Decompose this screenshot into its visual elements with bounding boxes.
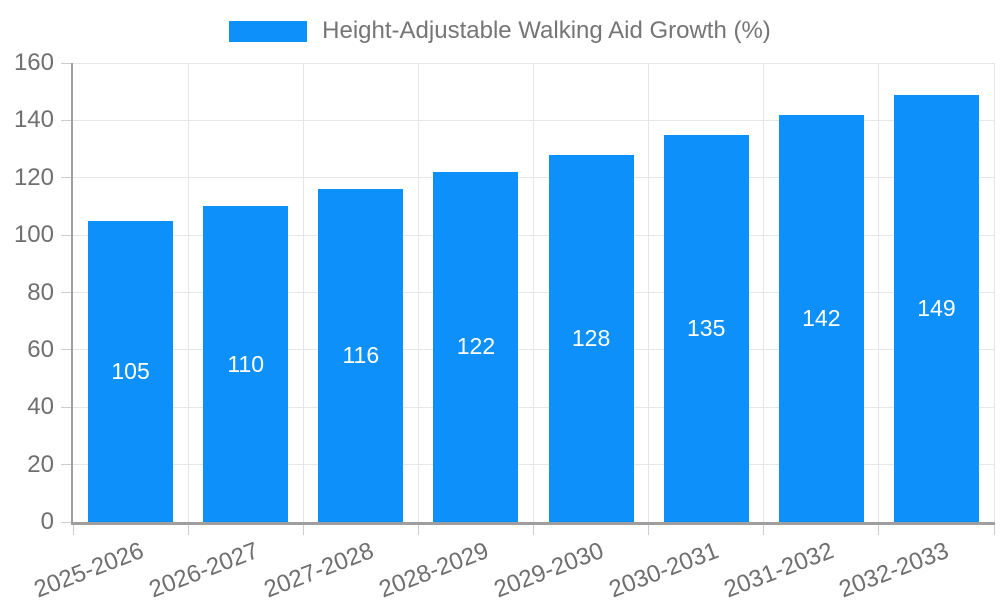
x-tick-label: 2032-2033 [835,537,953,600]
bar: 142 [778,114,864,522]
y-tick-label: 80 [27,278,54,306]
y-tick-mark [61,119,73,121]
x-tick-mark [302,522,304,535]
x-tick-mark [648,522,650,535]
bar: 128 [548,154,634,522]
y-tick-mark [61,406,73,408]
bar-value-label: 122 [456,333,496,360]
v-gridline [187,63,189,522]
x-tick-mark [993,522,995,535]
x-tick-mark [878,522,880,535]
legend-series-label: Height-Adjustable Walking Aid Growth (%) [322,17,771,44]
x-tick-label: 2029-2030 [490,537,608,600]
v-gridline [763,63,765,522]
y-tick-label: 140 [13,106,54,134]
x-tick-label: 2027-2028 [260,537,378,600]
y-tick-label: 160 [13,49,54,76]
x-tick-label: 2031-2032 [720,537,838,600]
bar: 122 [433,172,519,522]
chart-legend: Height-Adjustable Walking Aid Growth (%) [0,16,1000,46]
v-gridline [993,63,995,522]
bar-value-label: 116 [342,342,380,369]
bar: 105 [88,220,174,522]
x-tick-label: 2026-2027 [145,537,263,600]
x-tick-label: 2025-2026 [30,537,147,600]
y-tick-mark [61,349,73,351]
v-gridline [302,63,304,522]
v-gridline [417,63,419,522]
y-tick-mark [61,292,73,293]
v-gridline [878,63,880,522]
bar: 149 [893,94,979,522]
x-tick-label: 2028-2029 [375,537,493,600]
bar-value-label: 142 [802,304,841,331]
x-tick-mark [533,522,534,535]
y-tick-label: 20 [27,450,54,478]
v-gridline [533,63,534,522]
x-axis-line [71,522,995,525]
y-tick-label: 0 [40,508,54,535]
y-tick-label: 100 [13,221,54,249]
x-tick-mark [187,522,189,535]
y-tick-mark [61,464,73,466]
bar-value-label: 128 [571,324,611,351]
bar: 116 [318,189,404,522]
y-axis-line [71,63,73,524]
x-tick-label: 2030-2031 [605,537,723,600]
y-tick-mark [61,177,73,179]
y-tick-mark [61,234,73,236]
x-tick-mark [72,522,74,535]
y-tick-mark [61,521,73,523]
y-tick-label: 40 [27,393,54,421]
bar-value-label: 149 [917,294,956,321]
bar: 135 [663,134,749,522]
legend-color-swatch [229,20,308,42]
x-tick-mark [763,522,765,535]
y-tick-label: 60 [27,335,54,363]
bar-value-label: 105 [111,357,150,384]
bar-value-label: 110 [227,350,265,377]
y-tick-label: 120 [13,163,54,191]
bar-value-label: 135 [687,314,726,341]
v-gridline [648,63,650,522]
y-tick-mark [61,62,73,64]
bar: 110 [203,206,289,522]
x-tick-mark [417,522,419,535]
